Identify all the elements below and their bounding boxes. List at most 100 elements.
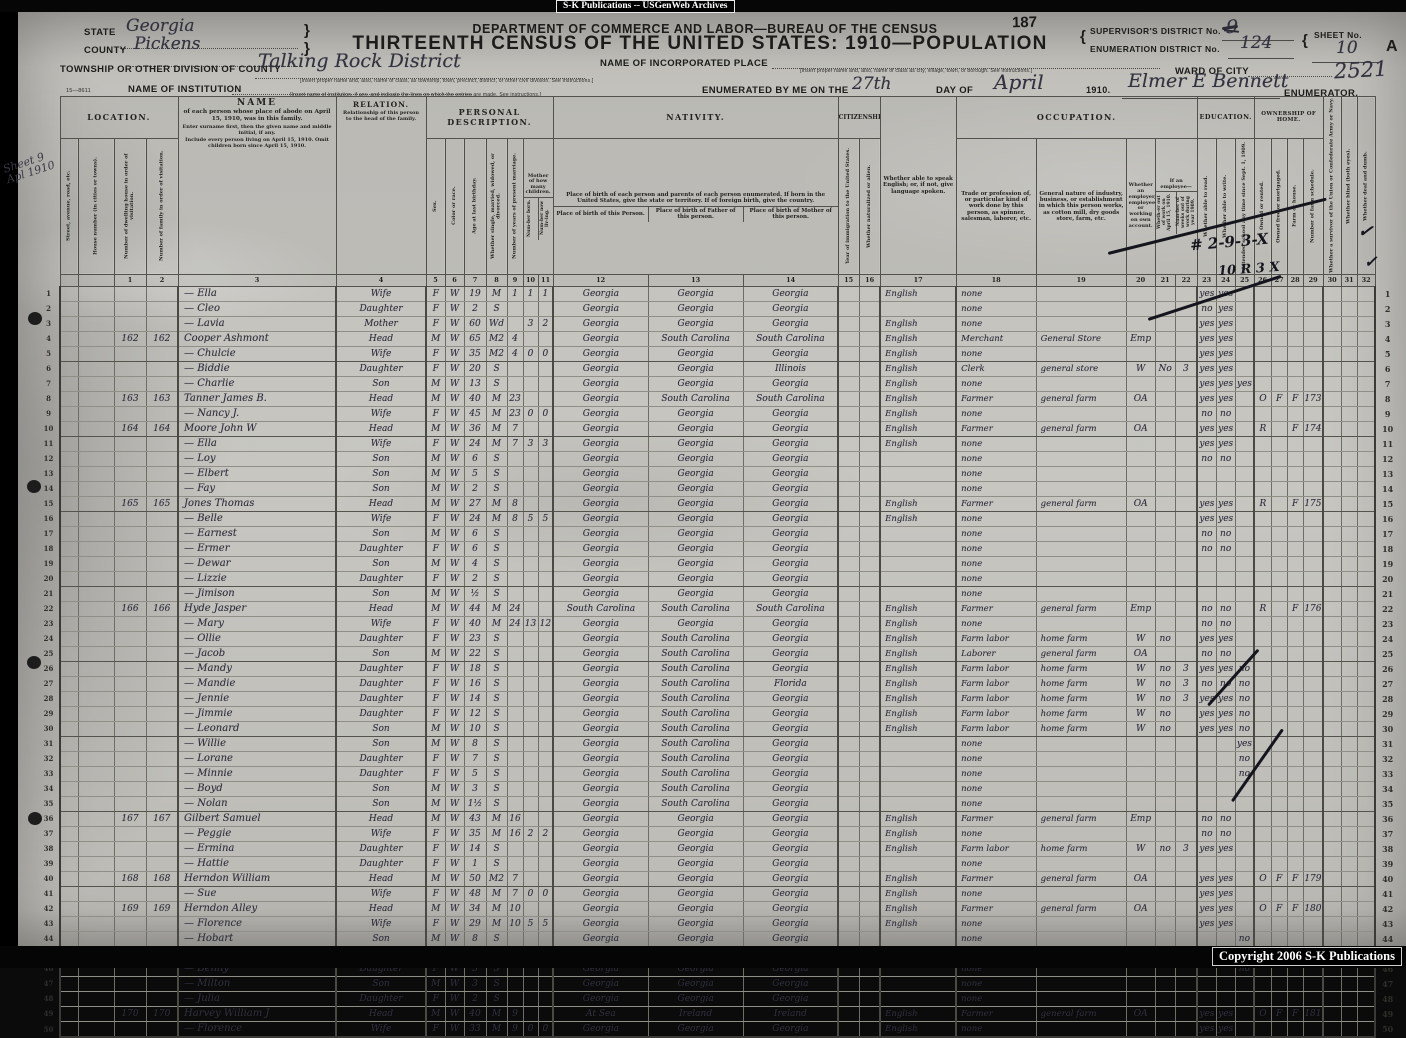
cell-name: — Lorane (177, 751, 337, 767)
cell-in: home farm (1035, 706, 1127, 722)
cell-rel: Daughter (335, 301, 427, 317)
cell-pb: At Sea (552, 1006, 649, 1022)
cell-im (837, 346, 860, 362)
cell-ow (1154, 331, 1176, 347)
cell-o4 (1302, 931, 1324, 947)
column-relation-header: RELATION. Relationship of this person to… (335, 96, 427, 275)
column-write-header: Whether able to write. (1216, 138, 1236, 275)
column-employer-header: Whether an employer, employee, or workin… (1125, 137, 1156, 275)
cell-im (837, 721, 860, 737)
cell-pb: South Carolina (552, 601, 649, 617)
cell-rel: Daughter (335, 541, 427, 557)
cell-ho (77, 796, 114, 812)
cell-df (1356, 886, 1377, 902)
cell-o1 (1253, 526, 1272, 542)
census-row: 35— Nolan Son M W 1½ S Georgia South Carolina Ge… (38, 796, 1399, 812)
cell-fb: Georgia (647, 436, 744, 452)
census-scan-page: { "banner":{"top":"S-K Publications -- U… (0, 0, 1406, 968)
cell-yr (506, 571, 524, 587)
cell-cb: 0 (522, 346, 539, 362)
relation-title: RELATION. (352, 100, 410, 109)
cell-df (1356, 826, 1377, 842)
cell-fb: South Carolina (647, 736, 744, 752)
line-number-left: 2 (46, 304, 51, 314)
cell-em (1125, 781, 1156, 797)
cell-fb: Georgia (647, 841, 744, 857)
cell-sx: F (425, 991, 446, 1007)
line-number-right: 8 (1384, 393, 1391, 404)
cell-co: W (444, 901, 465, 917)
cell-mb: Florida (742, 676, 839, 692)
cell-wk (1174, 526, 1198, 542)
cell-name: — Peggie (177, 826, 337, 842)
cell-ho (77, 466, 114, 482)
cell-vt (1322, 781, 1342, 797)
if-employee-header: If an employee— Wheth-er out of work on … (1154, 137, 1198, 275)
cell-o2 (1270, 766, 1288, 782)
cell-bl (1340, 646, 1358, 662)
cell-im (837, 361, 860, 377)
cell-ow (1154, 991, 1176, 1007)
cell-o4: 174 (1302, 421, 1324, 437)
cell-o4 (1302, 811, 1324, 827)
cell-cl: 0 (537, 1021, 554, 1038)
cell-o1 (1253, 316, 1272, 332)
township-value: Talking Rock District (258, 50, 461, 72)
cell-im (837, 766, 860, 782)
cell-yr (506, 736, 524, 752)
cell-in (1035, 616, 1127, 632)
cell-vt (1322, 391, 1342, 407)
cell-pb: Georgia (552, 661, 649, 677)
cell-bl (1340, 931, 1358, 947)
cell-mb: Georgia (742, 781, 839, 797)
cell-vt (1322, 766, 1342, 782)
cell-sc (1234, 886, 1255, 902)
cell-cl (537, 646, 554, 662)
cell-mb: South Carolina (742, 601, 839, 617)
cell-sx: F (425, 346, 446, 362)
cell-rel: Wife (335, 616, 427, 632)
cell-wk (1174, 976, 1198, 992)
cell-in (1035, 916, 1127, 932)
cell-o2 (1270, 436, 1288, 452)
cell-o2 (1270, 526, 1288, 542)
cell-em: OA (1125, 646, 1156, 662)
cell-ag: 14 (463, 841, 487, 857)
cell-ma: S (485, 466, 508, 482)
department-line: DEPARTMENT OF COMMERCE AND LABOR—BUREAU … (472, 22, 938, 36)
cell-wr: yes (1215, 901, 1236, 917)
cell-ow: no (1154, 661, 1176, 677)
cell-na (858, 646, 881, 662)
cell-o2 (1270, 376, 1288, 392)
cell-rel: Daughter (335, 631, 427, 647)
census-row: 28— Jennie Daughter F W 14 S Georgia South Caro… (38, 691, 1399, 707)
cell-mb: Georgia (742, 931, 839, 947)
cell-df (1356, 541, 1377, 557)
cell-df (1356, 301, 1377, 317)
cell-name: Tanner James B. (177, 391, 337, 407)
cell-yr (506, 706, 524, 722)
cell-im (837, 631, 860, 647)
cell-in: general store (1035, 361, 1127, 377)
cell-ma: M (485, 286, 508, 302)
cell-ho (77, 601, 114, 617)
cell-fb: Georgia (647, 376, 744, 392)
cell-em (1125, 511, 1156, 527)
cell-rd (1196, 976, 1217, 992)
cell-wr: yes (1215, 376, 1236, 392)
cell-st (59, 721, 78, 737)
cell-vt (1322, 901, 1342, 917)
cell-fa (145, 436, 179, 452)
cell-fa: 162 (145, 331, 179, 347)
cell-rel: Son (335, 556, 427, 572)
column-number (59, 273, 79, 287)
cell-in: home farm (1035, 631, 1127, 647)
cell-st (59, 601, 78, 617)
cell-ow (1154, 346, 1176, 362)
cell-mb: Georgia (742, 886, 839, 902)
cell-ma: S (485, 676, 508, 692)
cell-rd: yes (1196, 331, 1217, 347)
cell-o4 (1302, 661, 1324, 677)
cell-na (858, 826, 881, 842)
cell-wr (1215, 796, 1236, 812)
